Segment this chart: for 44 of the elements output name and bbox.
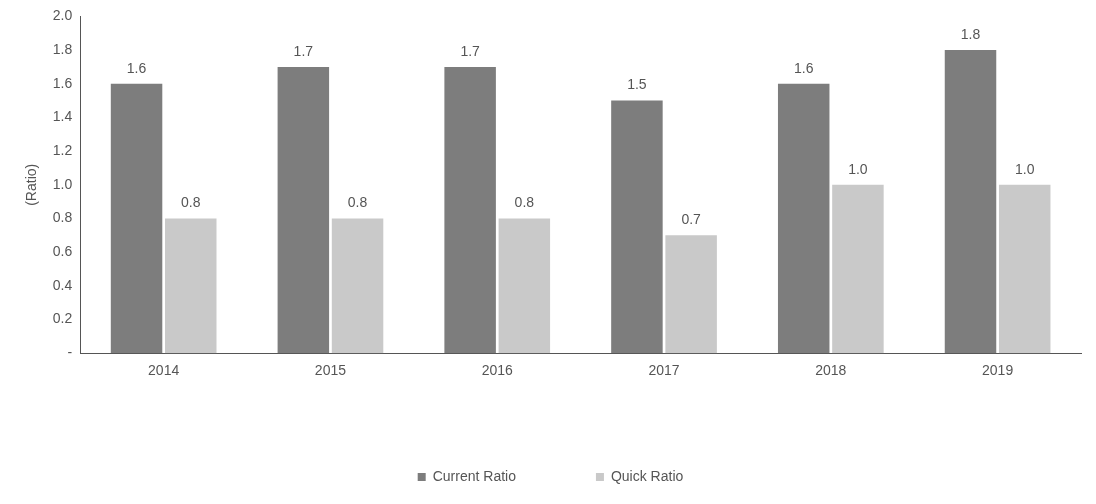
bar bbox=[110, 83, 163, 354]
y-tick-label: 0.6 bbox=[52, 243, 73, 260]
bar bbox=[777, 83, 830, 354]
data-label: 1.0 bbox=[848, 160, 868, 177]
x-tick-label: 2018 bbox=[815, 362, 847, 379]
y-tick-label: 1.0 bbox=[52, 175, 73, 192]
data-label: 1.7 bbox=[293, 42, 314, 59]
data-label: 1.8 bbox=[960, 25, 981, 42]
bar bbox=[998, 184, 1051, 354]
data-label: 1.6 bbox=[126, 59, 147, 76]
data-label: 0.8 bbox=[347, 194, 368, 211]
bar bbox=[444, 66, 496, 354]
bar bbox=[611, 100, 663, 354]
bar bbox=[665, 235, 717, 354]
y-tick-label: 0.2 bbox=[52, 310, 73, 327]
y-tick-label: 1.8 bbox=[52, 40, 73, 57]
y-tick-label: 2.0 bbox=[52, 7, 73, 24]
y-tick-label: - bbox=[67, 344, 73, 361]
y-tick-label: 0.8 bbox=[52, 209, 73, 226]
y-axis-title: (Ratio) bbox=[23, 163, 40, 206]
data-label: 1.6 bbox=[793, 59, 814, 76]
data-label: 1.7 bbox=[460, 42, 481, 59]
bar bbox=[498, 218, 551, 354]
bar bbox=[944, 50, 997, 354]
legend-label: Quick Ratio bbox=[610, 467, 684, 484]
data-label: 0.8 bbox=[181, 194, 201, 211]
data-label: 1.0 bbox=[1014, 160, 1035, 177]
bar bbox=[165, 218, 217, 354]
legend-label: Current Ratio bbox=[432, 467, 517, 484]
bar bbox=[277, 66, 330, 354]
x-tick-label: 2017 bbox=[648, 362, 680, 379]
y-tick-label: 1.6 bbox=[52, 74, 73, 91]
y-tick-label: 1.4 bbox=[52, 108, 73, 125]
x-tick-label: 2014 bbox=[148, 362, 180, 379]
data-label: 1.5 bbox=[627, 76, 647, 93]
y-tick-label: 1.2 bbox=[52, 141, 73, 158]
data-label: 0.8 bbox=[514, 194, 535, 211]
x-tick-label: 2015 bbox=[314, 362, 347, 379]
bar bbox=[832, 184, 884, 354]
bar bbox=[331, 218, 384, 354]
x-tick-label: 2016 bbox=[481, 362, 514, 379]
y-tick-label: 0.4 bbox=[52, 276, 73, 293]
x-tick-label: 2019 bbox=[982, 362, 1014, 379]
data-label: 0.7 bbox=[681, 211, 702, 228]
